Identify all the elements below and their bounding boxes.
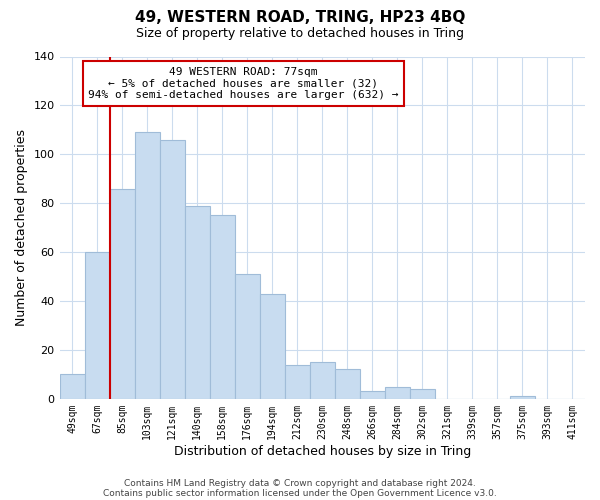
Bar	[260, 294, 285, 399]
Bar	[510, 396, 535, 399]
Bar	[134, 132, 160, 399]
Bar	[85, 252, 110, 399]
Bar	[335, 370, 360, 399]
Text: 49 WESTERN ROAD: 77sqm
← 5% of detached houses are smaller (32)
94% of semi-deta: 49 WESTERN ROAD: 77sqm ← 5% of detached …	[88, 67, 399, 100]
Bar	[385, 386, 410, 399]
X-axis label: Distribution of detached houses by size in Tring: Distribution of detached houses by size …	[173, 444, 471, 458]
Bar	[310, 362, 335, 399]
Bar	[110, 188, 134, 399]
Text: 49, WESTERN ROAD, TRING, HP23 4BQ: 49, WESTERN ROAD, TRING, HP23 4BQ	[135, 10, 465, 25]
Y-axis label: Number of detached properties: Number of detached properties	[15, 129, 28, 326]
Bar	[360, 392, 385, 399]
Bar	[285, 364, 310, 399]
Bar	[410, 389, 435, 399]
Text: Contains public sector information licensed under the Open Government Licence v3: Contains public sector information licen…	[103, 488, 497, 498]
Bar	[185, 206, 209, 399]
Bar	[209, 216, 235, 399]
Bar	[235, 274, 260, 399]
Text: Size of property relative to detached houses in Tring: Size of property relative to detached ho…	[136, 28, 464, 40]
Text: Contains HM Land Registry data © Crown copyright and database right 2024.: Contains HM Land Registry data © Crown c…	[124, 478, 476, 488]
Bar	[59, 374, 85, 399]
Bar	[160, 140, 185, 399]
